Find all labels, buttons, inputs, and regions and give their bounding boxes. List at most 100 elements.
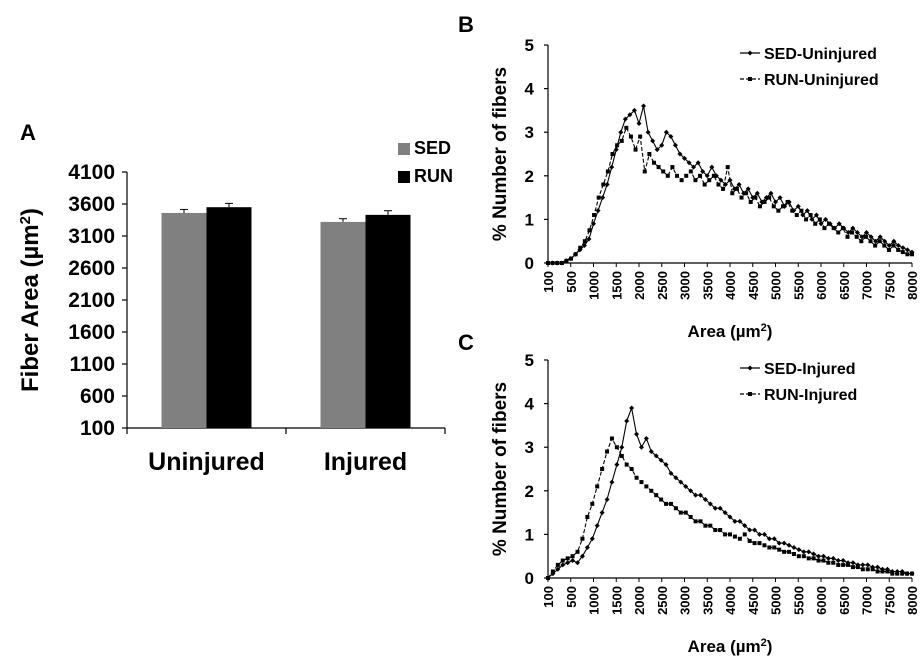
x-tick-label: 4000 [723,586,738,615]
data-point [668,470,674,476]
data-point [560,562,566,568]
data-point [752,527,758,533]
data-point [762,543,767,548]
y-tick-label: 3100 [68,225,115,248]
x-tick-label: 8000 [905,271,920,300]
data-point [773,199,778,205]
data-point [700,168,706,174]
data-point [677,151,683,157]
data-point [644,484,649,489]
data-point [659,497,664,502]
data-point [801,549,807,555]
data-point [675,173,680,178]
data-point [739,195,744,200]
x-tick-label: 6000 [814,271,829,300]
data-point [910,252,914,257]
data-point [796,547,802,553]
data-point [600,195,606,201]
x-tick-label: 4000 [723,271,738,300]
data-point [799,208,804,213]
data-point [823,216,829,222]
data-point [688,169,693,174]
data-point [880,569,885,574]
x-tick-label: 8000 [905,586,920,615]
data-point [614,445,619,450]
data-point [767,195,772,200]
data-point [877,234,883,240]
data-point [786,542,792,548]
data-point [707,178,712,183]
y-tick-label: 2600 [68,257,115,280]
data-point [886,247,891,252]
data-point [594,523,600,529]
x-tick-label: 7000 [860,586,875,615]
data-point [697,492,703,498]
data-point [825,555,831,561]
series-line-run-injured [547,437,912,579]
data-point [816,553,822,559]
data-point [787,549,792,554]
legend-label-sed: SED [414,138,451,158]
data-point [827,221,832,226]
data-point [718,528,723,533]
data-point [693,178,698,183]
data-point [723,532,728,537]
data-point [885,569,890,574]
y-tick-label: 1600 [68,321,115,344]
data-point [845,229,851,235]
data-point [624,462,629,467]
data-point [776,540,782,546]
x-category-label: Injured [324,448,407,476]
data-point [785,199,790,204]
data-point [771,204,776,209]
data-point [840,558,846,564]
data-point [649,488,654,493]
data-point [717,505,723,511]
data-point [590,501,595,506]
data-point [900,571,905,576]
data-point [596,195,601,200]
data-point [846,562,851,567]
data-point [811,551,817,557]
legend-label-run-uninjured: RUN-Uninjured [764,72,879,89]
data-point [638,444,644,450]
data-point [627,112,633,118]
data-point [864,229,869,235]
data-point [670,165,675,170]
data-point [895,571,900,576]
data-point [817,217,822,222]
data-point [604,182,610,188]
data-point [841,562,846,567]
data-point [658,457,664,463]
data-point [868,239,873,244]
bar-run-uninjured [206,207,252,428]
y-tick-label: 3600 [68,193,115,216]
data-point [693,519,698,524]
data-point [859,239,864,244]
data-point [791,544,797,550]
data-point [737,536,742,541]
data-point [654,493,659,498]
data-point [850,230,855,235]
data-point [734,186,739,191]
data-point [592,213,597,218]
x-tick-label: 1000 [587,271,602,300]
data-point [865,567,870,572]
data-point [682,155,687,161]
data-point [708,523,713,528]
bar-run-injured [365,214,411,428]
x-tick-label: 5500 [791,271,806,300]
x-tick-label: 7000 [860,271,875,300]
data-point [707,501,713,507]
data-point [777,195,783,201]
x-tick-label: 5000 [769,271,784,300]
data-point [716,182,721,187]
data-point [860,567,865,572]
data-point [728,532,732,537]
data-point [905,571,910,576]
data-point [713,528,718,533]
data-point [850,560,856,566]
y-tick-label: 2 [525,167,534,186]
data-point [850,225,856,231]
data-point [721,186,726,191]
